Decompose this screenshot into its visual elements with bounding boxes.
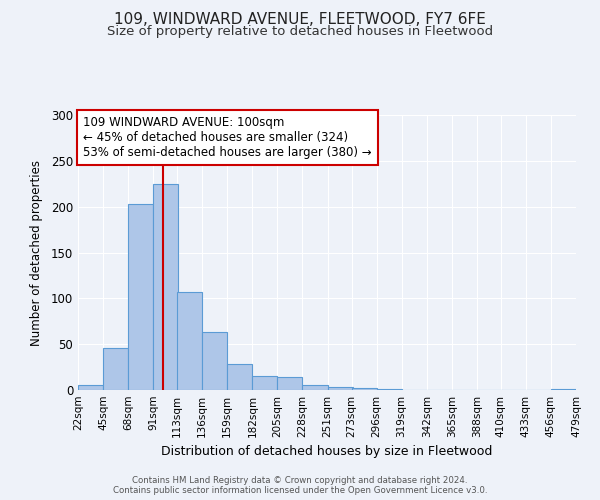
X-axis label: Distribution of detached houses by size in Fleetwood: Distribution of detached houses by size … [161,446,493,458]
Bar [302,386,328,390]
Text: Contains public sector information licensed under the Open Government Licence v3: Contains public sector information licen… [113,486,487,495]
Bar [78,386,103,390]
Bar [202,332,227,390]
Text: 109 WINDWARD AVENUE: 100sqm
← 45% of detached houses are smaller (324)
53% of se: 109 WINDWARD AVENUE: 100sqm ← 45% of det… [83,116,371,160]
Bar [227,364,253,390]
Y-axis label: Number of detached properties: Number of detached properties [29,160,43,346]
Bar [103,348,128,390]
Text: Size of property relative to detached houses in Fleetwood: Size of property relative to detached ho… [107,25,493,38]
Bar [153,184,178,390]
Bar [177,292,202,390]
Bar [128,204,153,390]
Bar [377,389,401,390]
Text: 109, WINDWARD AVENUE, FLEETWOOD, FY7 6FE: 109, WINDWARD AVENUE, FLEETWOOD, FY7 6FE [114,12,486,28]
Bar [551,389,576,390]
Bar [352,388,377,390]
Text: Contains HM Land Registry data © Crown copyright and database right 2024.: Contains HM Land Registry data © Crown c… [132,476,468,485]
Bar [253,376,277,390]
Bar [328,387,353,390]
Bar [277,377,302,390]
